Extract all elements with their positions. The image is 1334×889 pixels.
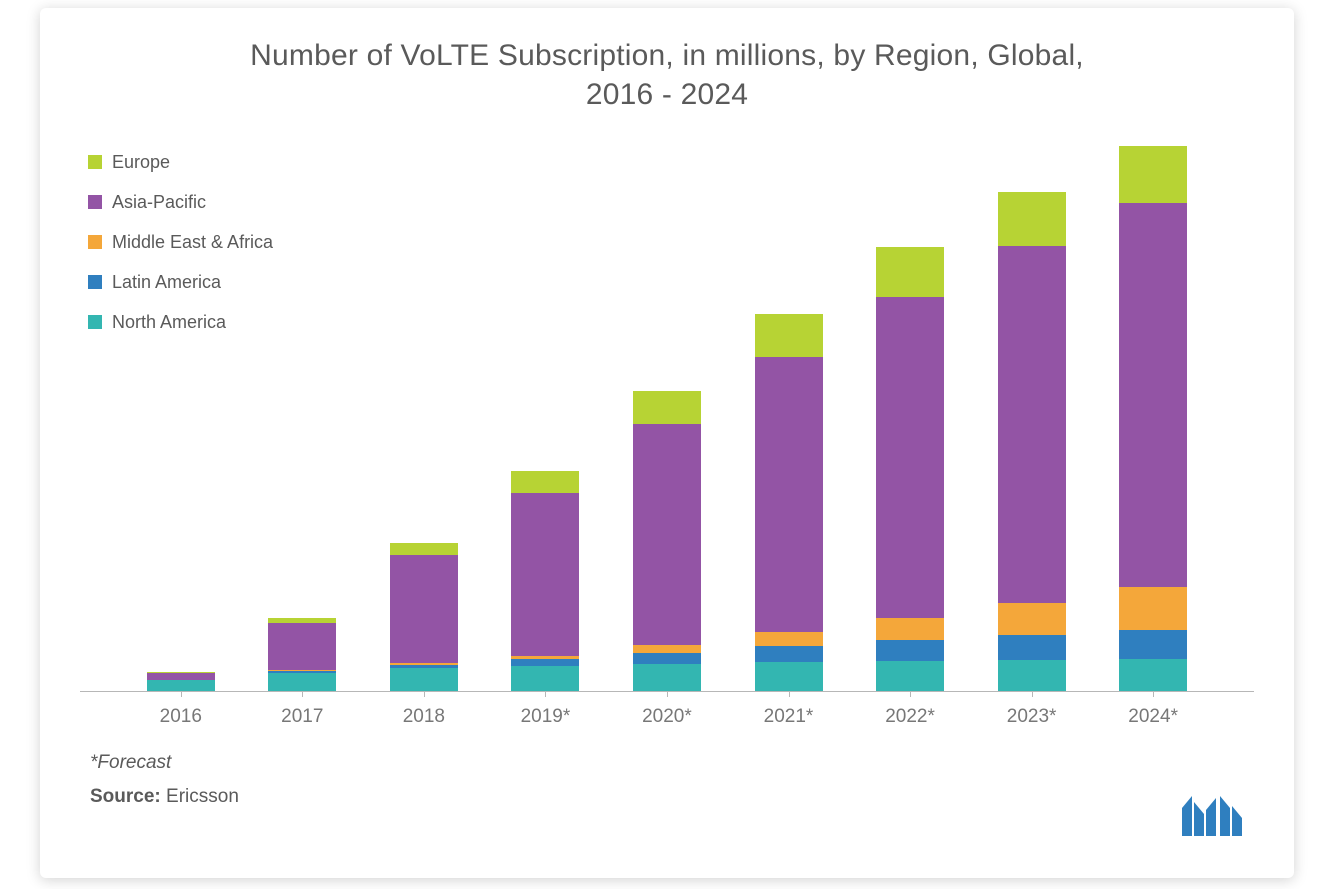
chart-title: Number of VoLTE Subscription, in million… — [217, 36, 1117, 114]
segment-asia_pacific — [511, 493, 579, 656]
segment-asia_pacific — [268, 623, 336, 670]
x-label: 2024* — [1119, 706, 1187, 728]
segment-asia_pacific — [755, 357, 823, 632]
segment-europe — [998, 192, 1066, 246]
segment-europe — [633, 391, 701, 424]
forecast-note: *Forecast — [90, 752, 1244, 774]
segment-latin_america — [755, 646, 823, 662]
segment-europe — [1119, 146, 1187, 204]
segment-mea — [1119, 587, 1187, 629]
segment-north_america — [755, 662, 823, 691]
bar-2016 — [147, 672, 215, 691]
bar-2022 — [876, 247, 944, 691]
brand-logo — [1182, 796, 1254, 836]
x-label: 2018 — [390, 706, 458, 728]
segment-north_america — [998, 660, 1066, 691]
source-value: Ericsson — [166, 786, 239, 807]
source-label: Source: — [90, 786, 161, 807]
bar-2019 — [511, 471, 579, 691]
segment-latin_america — [998, 635, 1066, 660]
bar-2017 — [268, 618, 336, 691]
segment-europe — [511, 471, 579, 494]
segment-latin_america — [633, 653, 701, 664]
segment-latin_america — [876, 640, 944, 661]
segment-mea — [633, 645, 701, 653]
segment-north_america — [390, 668, 458, 691]
segment-mea — [998, 603, 1066, 636]
chart-area: EuropeAsia-PacificMiddle East & AfricaLa… — [80, 132, 1254, 752]
segment-europe — [876, 247, 944, 298]
segment-asia_pacific — [876, 297, 944, 618]
x-label: 2023* — [998, 706, 1066, 728]
chart-card: Number of VoLTE Subscription, in million… — [40, 8, 1294, 878]
segment-north_america — [147, 680, 215, 691]
x-label: 2022* — [876, 706, 944, 728]
x-axis-labels: 2016 2017 2018 2019* 2020* 2021* 2022* 2023* 202… — [120, 692, 1214, 752]
x-label: 2017 — [268, 706, 336, 728]
segment-asia_pacific — [1119, 203, 1187, 587]
bar-2020 — [633, 391, 701, 691]
bar-2023 — [998, 192, 1066, 691]
bar-2021 — [755, 314, 823, 691]
source-line: Source: Ericsson — [90, 786, 1244, 808]
bar-2018 — [390, 543, 458, 691]
segment-mea — [755, 632, 823, 646]
chart-footer: *Forecast Source: Ericsson — [90, 752, 1244, 808]
segment-north_america — [1119, 659, 1187, 691]
segment-europe — [390, 543, 458, 555]
x-label: 2016 — [147, 706, 215, 728]
segment-europe — [755, 314, 823, 356]
segment-latin_america — [1119, 630, 1187, 660]
x-label: 2019* — [511, 706, 579, 728]
segment-asia_pacific — [147, 673, 215, 680]
x-label: 2021* — [755, 706, 823, 728]
segment-north_america — [511, 666, 579, 691]
segment-north_america — [633, 664, 701, 691]
segment-mea — [876, 618, 944, 641]
segment-north_america — [876, 661, 944, 691]
bar-2024 — [1119, 146, 1187, 692]
segment-asia_pacific — [998, 246, 1066, 603]
segment-asia_pacific — [633, 424, 701, 645]
segment-north_america — [268, 673, 336, 691]
x-label: 2020* — [633, 706, 701, 728]
segment-asia_pacific — [390, 555, 458, 663]
bars-container — [120, 132, 1214, 691]
plot-area — [80, 132, 1254, 692]
